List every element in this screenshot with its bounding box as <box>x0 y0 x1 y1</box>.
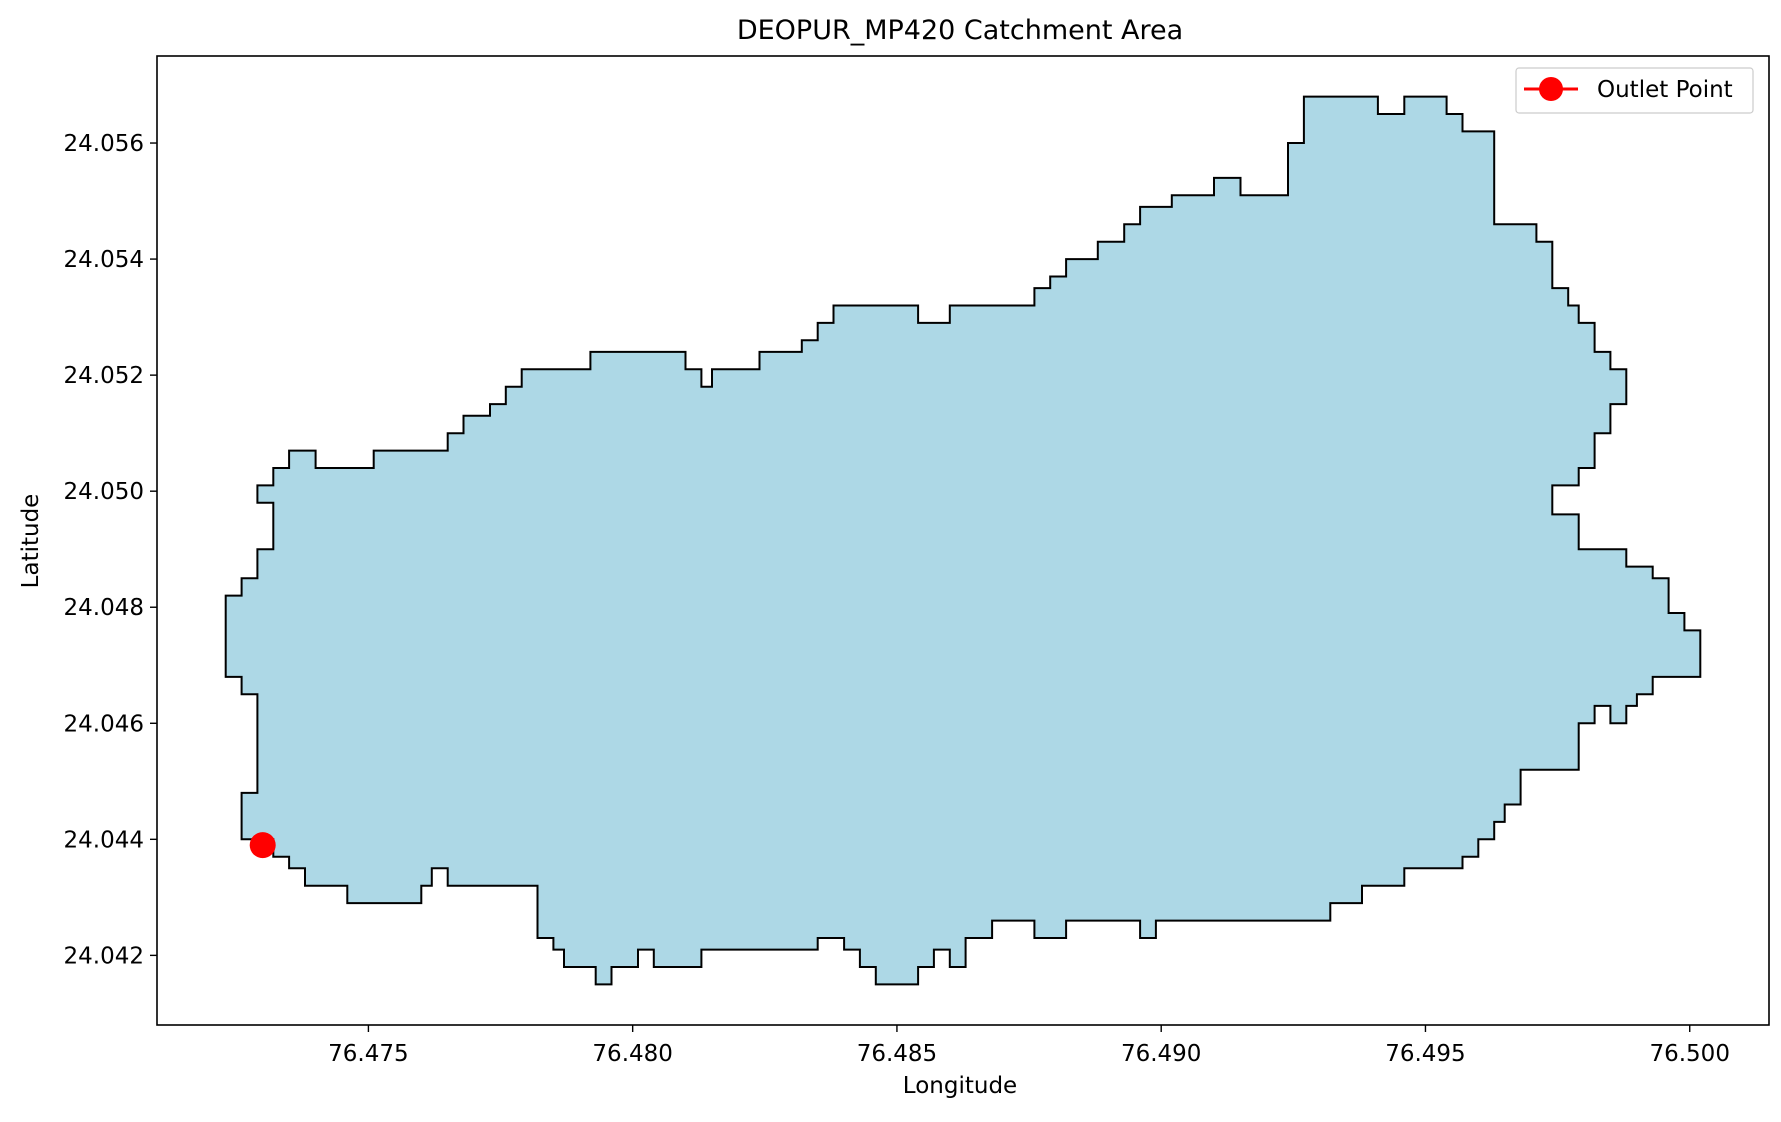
x-axis-label: Longitude <box>903 1073 1017 1099</box>
x-axis-ticks: 76.475 76.480 76.485 76.490 76.495 76.500 <box>328 1025 1730 1067</box>
legend: Outlet Point <box>1515 67 1754 114</box>
y-tick-label: 24.046 <box>64 711 144 737</box>
axes-frame <box>156 55 1770 1026</box>
x-tick-label: 76.485 <box>857 1041 937 1067</box>
outlet-point-marker <box>249 832 276 859</box>
y-axis-ticks: 24.042 24.044 24.046 24.048 24.050 24.052 24.0… <box>64 131 157 969</box>
legend-box <box>1515 67 1754 114</box>
y-tick-label: 24.048 <box>64 595 144 621</box>
catchment-polygon <box>224 95 1702 986</box>
y-tick-label: 24.054 <box>64 247 144 273</box>
y-tick-label: 24.050 <box>64 479 144 505</box>
plot-area <box>224 95 1702 986</box>
x-tick-label: 76.495 <box>1385 1041 1465 1067</box>
y-axis-label: Latitude <box>18 494 44 589</box>
y-tick-label: 24.042 <box>64 943 144 969</box>
y-tick-label: 24.044 <box>64 827 144 853</box>
legend-marker-icon <box>1539 77 1563 101</box>
chart-title: DEOPUR_MP420 Catchment Area <box>737 15 1183 46</box>
y-tick-label: 24.052 <box>64 363 144 389</box>
x-tick-label: 76.475 <box>328 1041 408 1067</box>
legend-label-outlet-point: Outlet Point <box>1597 77 1733 103</box>
x-tick-label: 76.490 <box>1121 1041 1201 1067</box>
x-tick-label: 76.500 <box>1649 1041 1729 1067</box>
x-tick-label: 76.480 <box>592 1041 672 1067</box>
y-tick-label: 24.056 <box>64 131 144 157</box>
